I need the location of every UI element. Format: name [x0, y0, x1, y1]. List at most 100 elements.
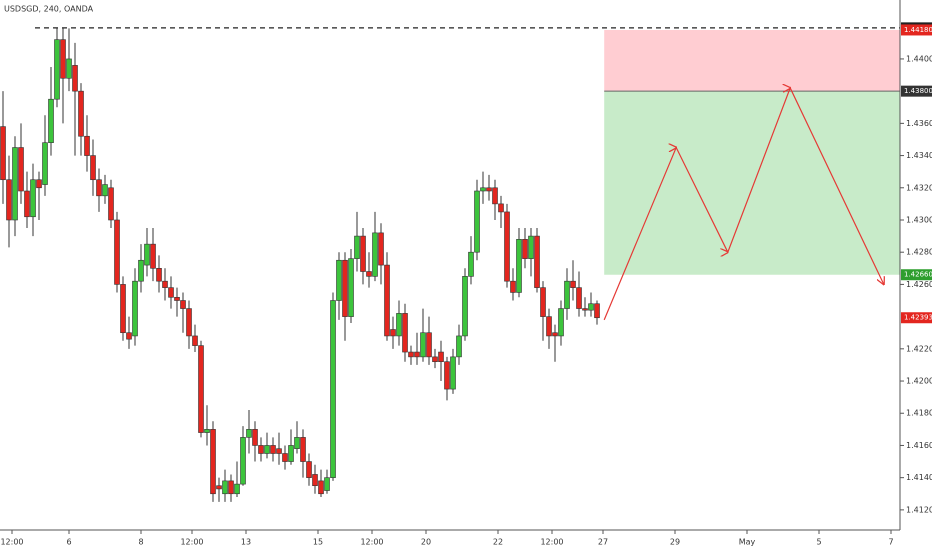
candle-body: [276, 448, 282, 454]
candle-body: [330, 300, 336, 478]
candle-body: [222, 480, 228, 495]
candle-body: [366, 271, 372, 277]
candle-body: [156, 268, 162, 282]
candle-body: [264, 445, 270, 454]
candle-body: [30, 179, 36, 218]
candle-body: [228, 480, 234, 495]
y-tick-label: 1.41400: [906, 473, 932, 482]
candle-body: [42, 142, 48, 185]
x-tick-label: 8: [138, 538, 143, 547]
candle-body: [414, 351, 420, 358]
candle-body: [66, 58, 72, 79]
price-tag: [901, 269, 932, 281]
price-tag-label: 1.42393: [904, 314, 932, 322]
x-tick-label: 7: [888, 538, 893, 547]
candle-body: [150, 243, 156, 269]
candle-body: [36, 179, 42, 189]
candle-body: [594, 303, 600, 319]
candle-body: [174, 296, 180, 301]
candle-body: [324, 477, 330, 491]
candle-body: [114, 219, 120, 285]
candle-body: [300, 437, 306, 462]
candle-body: [120, 284, 126, 334]
candle-body: [378, 232, 384, 266]
candle-body: [444, 361, 450, 390]
candle-body: [210, 429, 216, 495]
candle-body: [96, 179, 102, 197]
candle-body: [540, 287, 546, 317]
candle-body: [126, 332, 132, 340]
x-tick-label: 20: [421, 538, 431, 547]
projection-path: [603, 88, 884, 321]
candle-body: [402, 313, 408, 353]
candle-body: [558, 308, 564, 337]
chart-title: USDSGD, 240, OANDA: [4, 5, 94, 14]
candle-body: [396, 313, 402, 337]
candle-body: [270, 445, 276, 454]
candle-body: [552, 332, 558, 337]
price-tag-label: 1.44180: [904, 26, 932, 34]
candle-body: [312, 474, 318, 487]
y-tick-label: 1.42800: [906, 248, 932, 257]
candle-body: [72, 65, 78, 92]
candle-body: [294, 437, 300, 449]
candle-body: [486, 187, 492, 192]
candle-body: [420, 332, 426, 358]
candle-body: [102, 184, 108, 197]
candle-body: [390, 329, 396, 337]
candle-body: [384, 264, 390, 337]
candle-body: [258, 445, 264, 454]
candle-body: [186, 308, 192, 337]
candle-body: [432, 356, 438, 363]
y-tick-label: 1.43600: [906, 119, 932, 128]
candle-body: [336, 259, 342, 301]
candle-body: [522, 239, 528, 259]
candle-body: [252, 429, 258, 446]
candle-body: [282, 453, 288, 462]
candle-body: [60, 39, 66, 79]
x-tick-label: May: [739, 538, 756, 547]
candle-body: [168, 287, 174, 298]
x-tick-label: 13: [241, 538, 251, 547]
candle-body: [0, 126, 6, 181]
candle-body: [48, 98, 54, 143]
candle-body: [468, 251, 474, 277]
candle-body: [234, 483, 240, 495]
y-tick-label: 1.42600: [906, 280, 932, 289]
candle-body: [204, 429, 210, 433]
candle-body: [24, 190, 30, 218]
candle-body: [408, 351, 414, 358]
candle-body: [180, 300, 186, 309]
y-tick-label: 1.42200: [906, 344, 932, 353]
candle-body: [354, 235, 360, 259]
candle-body: [564, 280, 570, 309]
candle-body: [192, 335, 198, 346]
candle-body: [438, 351, 444, 363]
x-tick-label: 15: [313, 538, 323, 547]
candle-body: [546, 316, 552, 337]
x-tick-label: 12:00: [360, 538, 383, 547]
x-tick-label: 6: [66, 538, 71, 547]
candle-body: [318, 480, 324, 495]
candle-body: [138, 259, 144, 282]
x-tick-label: 27: [598, 538, 608, 547]
candle-body: [342, 259, 348, 317]
candle-body: [570, 280, 576, 288]
y-tick-label: 1.43400: [906, 151, 932, 160]
price-tag: [901, 24, 932, 36]
candle-body: [108, 187, 114, 221]
y-tick-label: 1.41200: [906, 505, 932, 514]
candle-body: [12, 147, 18, 221]
price-tag: [901, 85, 932, 97]
price-tag-label: 1.43800: [904, 87, 932, 95]
candle-body: [240, 437, 246, 485]
price-tag-label: 1.42660: [904, 271, 932, 279]
candle-body: [162, 280, 168, 288]
x-tick-label: 29: [670, 538, 680, 547]
candle-body: [576, 287, 582, 309]
candle-body: [132, 280, 138, 337]
candle-body: [462, 276, 468, 337]
candle-body: [246, 429, 252, 438]
candle-body: [480, 187, 486, 192]
